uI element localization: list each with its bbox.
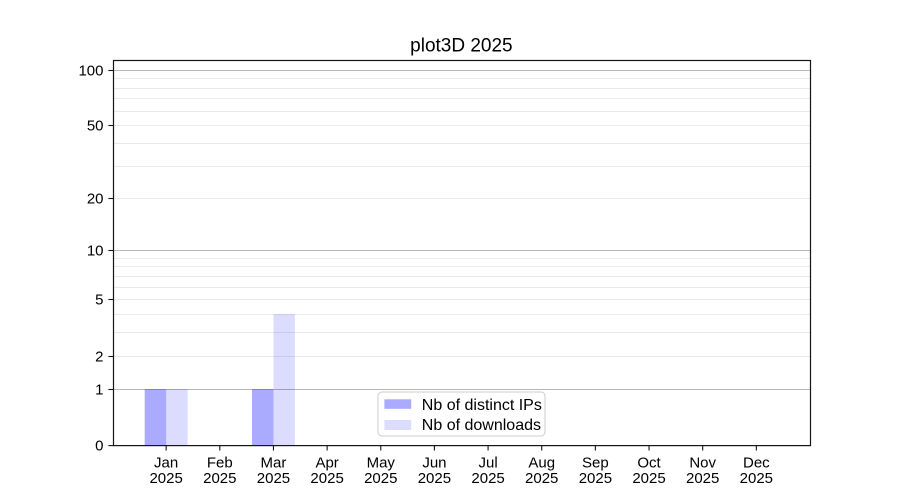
svg-text:Jul: Jul [478, 454, 497, 471]
svg-text:Nb of downloads: Nb of downloads [422, 417, 541, 434]
svg-text:Jun: Jun [422, 454, 446, 471]
svg-text:Nov: Nov [689, 454, 716, 471]
svg-text:2025: 2025 [525, 470, 558, 487]
svg-text:Jan: Jan [154, 454, 178, 471]
svg-text:100: 100 [78, 62, 103, 79]
svg-text:2025: 2025 [418, 470, 451, 487]
svg-text:Dec: Dec [743, 454, 770, 471]
svg-text:Aug: Aug [528, 454, 555, 471]
svg-text:2025: 2025 [632, 470, 665, 487]
svg-text:20: 20 [87, 190, 104, 207]
svg-text:2025: 2025 [149, 470, 182, 487]
svg-text:10: 10 [87, 242, 104, 259]
svg-text:Feb: Feb [207, 454, 233, 471]
svg-text:2025: 2025 [471, 470, 504, 487]
svg-text:2025: 2025 [257, 470, 290, 487]
svg-text:50: 50 [87, 117, 104, 134]
svg-text:2025: 2025 [203, 470, 236, 487]
svg-text:0: 0 [95, 437, 103, 454]
svg-text:Nb of distinct IPs: Nb of distinct IPs [422, 397, 542, 414]
svg-text:2025: 2025 [310, 470, 343, 487]
svg-text:2025: 2025 [364, 470, 397, 487]
svg-text:Mar: Mar [261, 454, 287, 471]
svg-text:2025: 2025 [579, 470, 612, 487]
svg-text:5: 5 [95, 291, 103, 308]
svg-text:2025: 2025 [686, 470, 719, 487]
svg-text:plot3D 2025: plot3D 2025 [410, 35, 512, 56]
svg-text:1: 1 [95, 381, 103, 398]
svg-text:May: May [367, 454, 396, 471]
svg-text:2025: 2025 [740, 470, 773, 487]
svg-text:Oct: Oct [637, 454, 661, 471]
svg-text:Sep: Sep [582, 454, 609, 471]
svg-text:2: 2 [95, 348, 103, 365]
svg-text:Apr: Apr [315, 454, 338, 471]
